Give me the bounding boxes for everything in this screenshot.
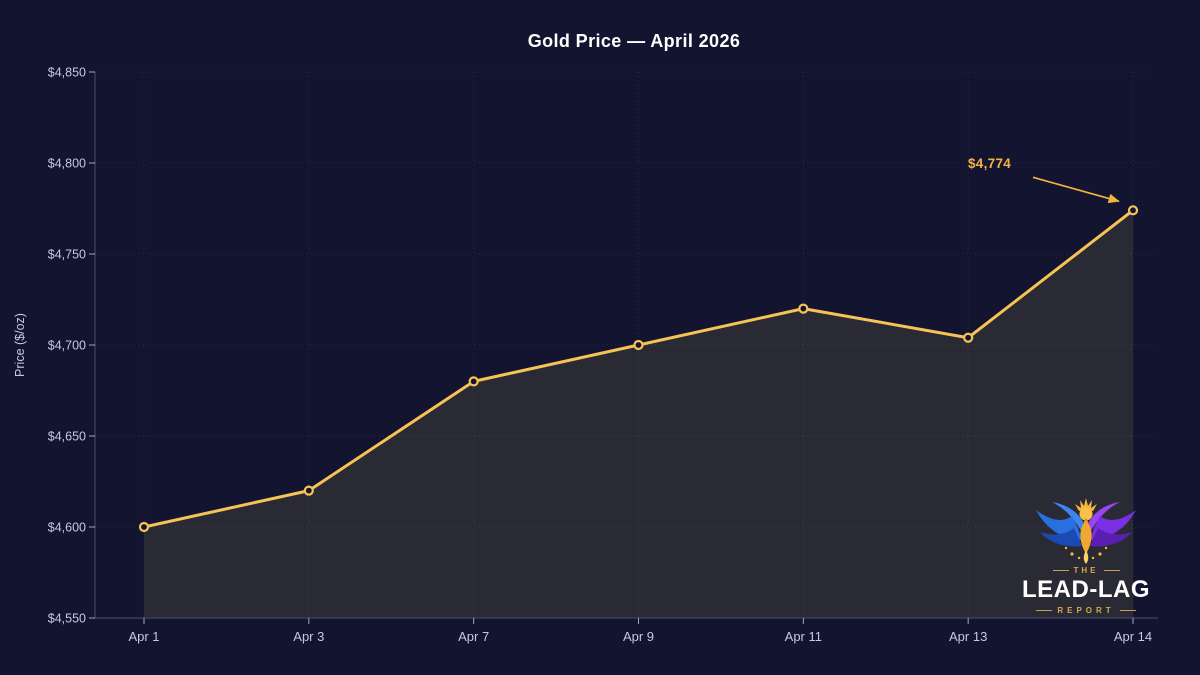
y-axis-label: Price ($/oz) bbox=[13, 313, 27, 377]
y-tick-label: $4,650 bbox=[48, 430, 86, 444]
data-point bbox=[468, 376, 479, 387]
y-tick-label: $4,750 bbox=[48, 248, 86, 262]
logo-report-text: REPORT bbox=[1057, 606, 1115, 615]
logo-rule-right2 bbox=[1119, 610, 1136, 611]
data-point bbox=[1127, 205, 1139, 216]
data-point bbox=[633, 339, 644, 351]
annotation-arrow bbox=[1032, 176, 1120, 204]
last-price-annotation: $4,774 bbox=[968, 156, 1012, 172]
chart-title: Gold Price — April 2026 bbox=[527, 31, 741, 51]
x-tick-label: Apr 9 bbox=[623, 629, 654, 644]
x-tick-label: Apr 3 bbox=[293, 629, 324, 644]
y-tick-label: $4,600 bbox=[48, 521, 86, 535]
logo-name-text: LEAD-LAG bbox=[1022, 576, 1150, 603]
area-fill bbox=[144, 210, 1133, 618]
x-tick-label: Apr 1 bbox=[128, 629, 159, 644]
x-tick-label: Apr 7 bbox=[458, 629, 489, 644]
x-tick-label: Apr 14 bbox=[1114, 629, 1152, 644]
y-tick-label: $4,700 bbox=[48, 339, 86, 353]
phoenix-logo-icon bbox=[1036, 498, 1136, 564]
logo-rule-left2 bbox=[1036, 610, 1053, 611]
data-point bbox=[303, 485, 314, 496]
y-tick-label: $4,550 bbox=[48, 612, 86, 626]
x-tick-label: Apr 11 bbox=[785, 629, 822, 644]
lead-lag-report-logo: THE LEAD-LAG REPORT bbox=[1022, 494, 1150, 615]
data-point bbox=[963, 332, 974, 343]
logo-report-line: REPORT bbox=[1022, 606, 1150, 615]
y-tick-label: $4,800 bbox=[48, 157, 86, 171]
logo-the-text: THE bbox=[1073, 566, 1099, 575]
logo-rule-left bbox=[1052, 570, 1069, 571]
data-point bbox=[798, 303, 809, 314]
y-tick-label: $4,850 bbox=[48, 66, 86, 80]
logo-rule-right bbox=[1103, 570, 1120, 571]
x-tick-label: Apr 13 bbox=[949, 629, 987, 644]
logo-the-line: THE bbox=[1022, 566, 1150, 575]
data-point bbox=[138, 521, 150, 533]
